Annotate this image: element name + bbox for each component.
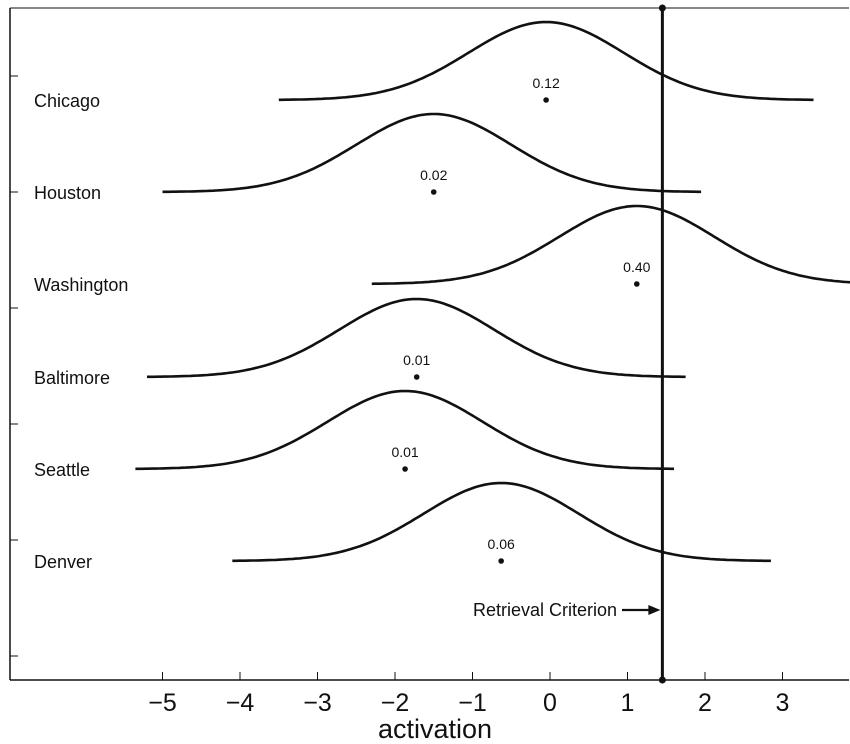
x-axis-ticks: −5 −4 −3 −2 −1 0 1 2 3 <box>148 672 789 717</box>
category-label-baltimore: Baltimore <box>34 368 110 388</box>
probability-label-baltimore: 0.01 <box>403 352 430 368</box>
category-label-chicago: Chicago <box>34 91 100 111</box>
mean-point-chicago <box>543 97 549 103</box>
mean-point-seattle <box>402 466 408 472</box>
x-tick-label: −3 <box>303 689 332 717</box>
curve-denver <box>232 481 771 563</box>
criterion-arrow-head <box>648 605 661 615</box>
criterion-top-marker <box>658 4 666 12</box>
category-label-houston: Houston <box>34 183 101 203</box>
probability-label-denver: 0.06 <box>488 536 515 552</box>
x-tick-label: −4 <box>226 689 255 717</box>
retrieval-criterion: Retrieval Criterion <box>473 4 666 684</box>
curve-seattle <box>135 389 674 471</box>
x-axis-title: activation <box>378 714 492 744</box>
mean-point-baltimore <box>413 374 420 380</box>
criterion-label: Retrieval Criterion <box>473 600 617 620</box>
probability-label-houston: 0.02 <box>420 167 447 183</box>
x-tick-label: 2 <box>698 689 712 717</box>
category-label-seattle: Seattle <box>34 460 90 480</box>
category-label-washington: Washington <box>34 275 128 295</box>
curve-washington <box>371 204 850 286</box>
criterion-bottom-marker <box>658 676 666 684</box>
mean-point-denver <box>498 558 504 564</box>
probability-label-chicago: 0.12 <box>533 75 560 91</box>
mean-point-washington <box>634 281 640 287</box>
x-tick-label: 1 <box>621 689 635 717</box>
activation-curves: 0.12 0.02 0.40 0.01 0.01 0.06 <box>135 20 850 564</box>
curve-chicago <box>278 20 814 102</box>
plot-frame <box>9 7 849 681</box>
x-tick-label: 3 <box>776 689 790 717</box>
mean-point-houston <box>430 189 437 195</box>
x-tick-label: −5 <box>148 689 177 717</box>
category-label-denver: Denver <box>34 552 92 572</box>
curve-baltimore <box>147 297 686 379</box>
probability-label-washington: 0.40 <box>623 259 650 275</box>
category-labels: Chicago Houston Washington Baltimore Seattle… <box>34 91 128 572</box>
x-tick-label: 0 <box>543 689 557 717</box>
x-tick-label: −2 <box>381 689 410 717</box>
probability-label-seattle: 0.01 <box>391 444 418 460</box>
x-tick-label: −1 <box>458 689 487 717</box>
curve-houston <box>162 112 702 194</box>
